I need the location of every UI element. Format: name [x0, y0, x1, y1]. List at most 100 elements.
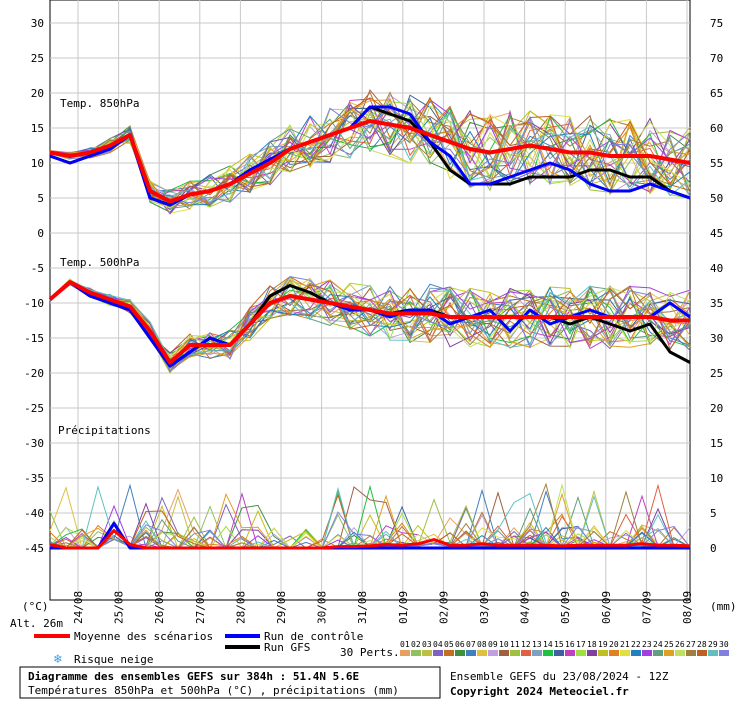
pert-legend-swatch	[609, 650, 619, 656]
pert-legend-label: 04	[433, 640, 443, 649]
pert-legend-swatch	[455, 650, 465, 656]
left-tick-label: -10	[24, 297, 44, 310]
date-tick-label: 31/08	[356, 591, 369, 624]
pert-legend-swatch	[499, 650, 509, 656]
date-tick-label: 07/09	[640, 591, 653, 624]
mean-850-line	[49, 119, 691, 204]
pert-legend-label: 05	[444, 640, 454, 649]
perturbation-legend: 01 02 03 04 05 06 07 08 09 10 11 12 13 14 15 16 17 18 19 20…	[400, 640, 729, 656]
pert-legend-swatch	[686, 650, 696, 656]
left-unit-label: (°C)	[22, 600, 49, 613]
pert-legend-label: 09	[488, 640, 498, 649]
panel-label-500: Temp. 500hPa	[60, 256, 139, 269]
right-tick-label: 50	[710, 192, 723, 205]
date-tick-label: 04/09	[519, 591, 532, 624]
right-tick-label: 10	[710, 472, 723, 485]
pert-legend-swatch	[433, 650, 443, 656]
pert-legend-label: 29	[708, 640, 718, 649]
pert-legend-label: 07	[466, 640, 476, 649]
pert-legend-label: 20	[609, 640, 619, 649]
chart-subtitle: Températures 850hPa et 500hPa (°C) , pré…	[28, 684, 399, 697]
pert-legend-label: 02	[411, 640, 421, 649]
perturbation-850-line	[49, 101, 691, 213]
pert-legend-swatch	[708, 650, 718, 656]
pert-legend-label: 03	[422, 640, 432, 649]
pert-legend-swatch	[675, 650, 685, 656]
pert-legend-label: 26	[675, 640, 685, 649]
date-tick-label: 08/09	[681, 591, 694, 624]
pert-legend-swatch	[532, 650, 542, 656]
pert-legend-label: 10	[499, 640, 509, 649]
pert-legend-label: 22	[631, 640, 641, 649]
left-tick-label: 10	[31, 157, 44, 170]
left-tick-label: 5	[37, 192, 44, 205]
pert-legend-swatch	[642, 650, 652, 656]
left-tick-label: 20	[31, 87, 44, 100]
pert-legend-label: 30	[719, 640, 729, 649]
pert-legend-label: 19	[598, 640, 608, 649]
pert-legend-swatch	[653, 650, 663, 656]
axis-ticks: 302520151050-5-10-15-20-25-30-35-40-4575…	[24, 17, 723, 624]
perturbation-precip-line	[49, 511, 691, 549]
pert-legend-label: 24	[653, 640, 663, 649]
pert-legend-swatch	[466, 650, 476, 656]
date-tick-label: 27/08	[194, 591, 207, 624]
right-tick-label: 20	[710, 402, 723, 415]
legend-mean-label: Moyenne des scénarios	[74, 630, 213, 643]
mean-precip-line	[49, 529, 691, 550]
pert-legend-label: 28	[697, 640, 707, 649]
legend-perts-label: 30 Perts.	[340, 646, 400, 659]
legend-snow-label: Risque neige	[74, 653, 153, 666]
left-tick-label: 25	[31, 52, 44, 65]
pert-legend-swatch	[620, 650, 630, 656]
pert-legend-label: 18	[587, 640, 597, 649]
right-tick-label: 25	[710, 367, 723, 380]
right-unit-label: (mm)	[710, 600, 737, 613]
pert-legend-label: 16	[565, 640, 575, 649]
chart-title: Diagramme des ensembles GEFS sur 384h : …	[28, 670, 359, 683]
pert-legend-swatch	[444, 650, 454, 656]
control-850-line	[49, 105, 691, 207]
left-tick-label: 15	[31, 122, 44, 135]
pert-legend-label: 01	[400, 640, 410, 649]
legend-control-label: Run de contrôle	[264, 630, 363, 643]
pert-legend-label: 25	[664, 640, 674, 649]
date-tick-label: 29/08	[275, 591, 288, 624]
mean-500-line	[48, 280, 690, 365]
date-tick-label: 28/08	[234, 591, 247, 624]
pert-legend-swatch	[488, 650, 498, 656]
pert-legend-swatch	[576, 650, 586, 656]
right-tick-label: 70	[710, 52, 723, 65]
date-tick-label: 30/08	[316, 591, 329, 624]
left-tick-label: 0	[37, 227, 44, 240]
pert-legend-label: 11	[510, 640, 520, 649]
panel-label-precip: Précipitations	[58, 424, 151, 437]
right-tick-label: 45	[710, 227, 723, 240]
pert-legend-label: 15	[554, 640, 564, 649]
pert-legend-swatch	[400, 650, 410, 656]
pert-legend-swatch	[543, 650, 553, 656]
main-series	[48, 105, 691, 550]
pert-legend-swatch	[422, 650, 432, 656]
right-tick-label: 30	[710, 332, 723, 345]
pert-legend-label: 27	[686, 640, 696, 649]
pert-legend-swatch	[587, 650, 597, 656]
date-tick-label: 03/09	[478, 591, 491, 624]
panel-label-850: Temp. 850hPa	[60, 97, 139, 110]
copyright: Copyright 2024 Meteociel.fr	[450, 685, 629, 698]
date-tick-label: 06/09	[600, 591, 613, 624]
right-tick-label: 0	[710, 542, 717, 555]
pert-legend-swatch	[565, 650, 575, 656]
date-tick-label: 01/09	[397, 591, 410, 624]
pert-legend-swatch	[664, 650, 674, 656]
right-tick-label: 65	[710, 87, 723, 100]
pert-legend-swatch	[719, 650, 729, 656]
footer-box	[19, 666, 441, 699]
pert-legend-swatch	[411, 650, 421, 656]
right-tick-label: 15	[710, 437, 723, 450]
pert-legend-swatch	[510, 650, 520, 656]
right-tick-label: 40	[710, 262, 723, 275]
left-tick-label: -40	[24, 507, 44, 520]
run-info: Ensemble GEFS du 23/08/2024 - 12Z	[450, 670, 669, 683]
